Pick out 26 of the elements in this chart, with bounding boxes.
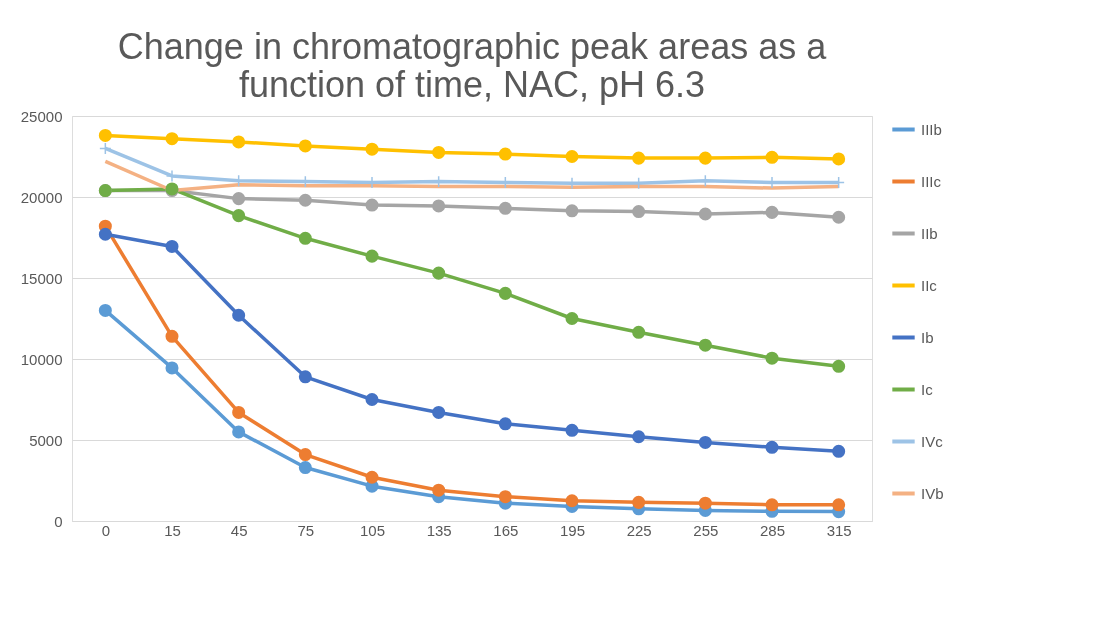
legend-label: Ic bbox=[921, 380, 934, 398]
x-tick-label: 75 bbox=[297, 521, 315, 539]
y-tick-label: 20000 bbox=[20, 188, 63, 206]
x-tick-label: 135 bbox=[426, 521, 452, 539]
legend-label: IVb bbox=[921, 484, 944, 502]
y-tick-label: 10000 bbox=[20, 350, 63, 368]
x-tick-label: 285 bbox=[759, 521, 786, 539]
legend-label: Ib bbox=[921, 328, 934, 346]
x-tick-label: 0 bbox=[101, 521, 111, 539]
x-tick-label: 255 bbox=[693, 521, 719, 539]
x-tick-label: 195 bbox=[559, 521, 586, 539]
legend-label: IIIb bbox=[921, 120, 942, 138]
chart-title: Change in chromatographic peak areas as a function of time, NAC, pH 6.3 bbox=[117, 26, 828, 105]
x-tick-label: 315 bbox=[826, 521, 852, 539]
legend-label: IIb bbox=[921, 224, 938, 242]
y-tick-label: 25000 bbox=[20, 107, 63, 125]
x-tick-label: 165 bbox=[493, 521, 519, 539]
legend-label: IIc bbox=[921, 276, 938, 294]
x-tick-label: 45 bbox=[230, 521, 248, 539]
x-tick-label: 15 bbox=[164, 521, 181, 539]
y-tick-label: 5000 bbox=[29, 431, 63, 449]
legend-label: IIIc bbox=[921, 172, 942, 190]
x-tick-label: 105 bbox=[359, 521, 386, 539]
y-tick-label: 15000 bbox=[20, 269, 63, 287]
x-tick-label: 225 bbox=[626, 521, 652, 539]
legend-label: IVc bbox=[921, 432, 944, 450]
